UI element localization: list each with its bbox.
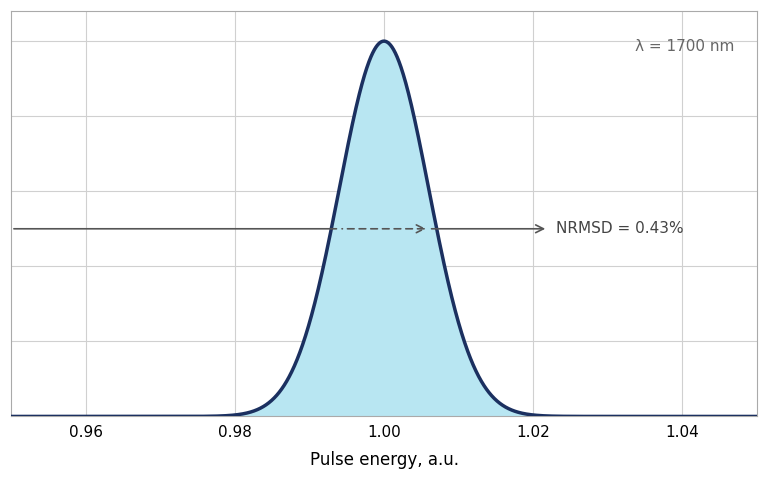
- X-axis label: Pulse energy, a.u.: Pulse energy, a.u.: [310, 451, 458, 469]
- Text: λ = 1700 nm: λ = 1700 nm: [635, 39, 734, 55]
- Text: NRMSD = 0.43%: NRMSD = 0.43%: [555, 221, 684, 236]
